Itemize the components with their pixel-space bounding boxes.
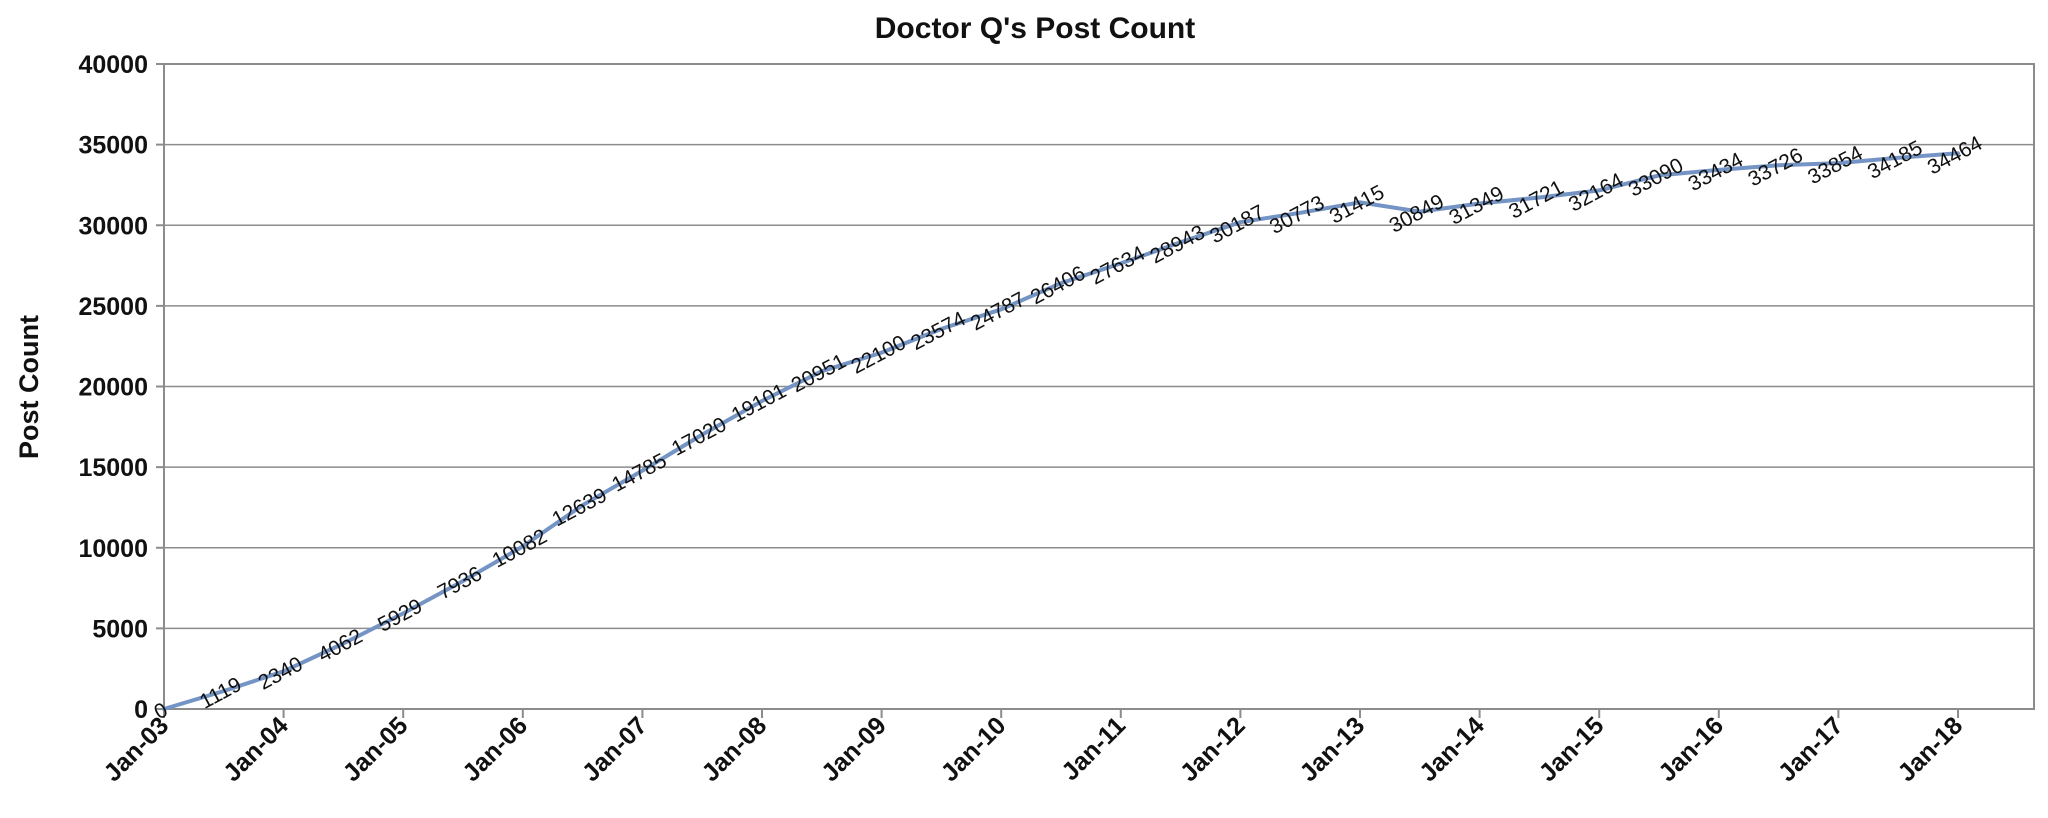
y-tick-label: 10000 xyxy=(78,535,148,563)
x-tick-label: Jan-05 xyxy=(338,711,414,787)
series-layer xyxy=(162,151,1960,711)
series-line xyxy=(162,151,1960,711)
x-tick-label: Jan-14 xyxy=(1414,711,1490,787)
x-tick-label: Jan-04 xyxy=(218,711,294,787)
x-tick-label: Jan-09 xyxy=(816,711,892,787)
chart-title: Doctor Q's Post Count xyxy=(875,12,1195,45)
y-tick-label: 0 xyxy=(134,696,148,724)
x-tick-label: Jan-08 xyxy=(696,711,772,787)
x-tick-label: Jan-12 xyxy=(1175,711,1251,787)
x-tick-label: Jan-11 xyxy=(1056,711,1131,786)
x-tick-label: Jan-18 xyxy=(1892,711,1968,787)
x-tick-label: Jan-15 xyxy=(1534,711,1610,787)
y-tick-label: 40000 xyxy=(78,51,148,79)
x-tick-label: Jan-06 xyxy=(457,711,533,787)
y-axis: 0 5000 10000 15000 20000 25000 30000 35000 40000 xyxy=(78,51,165,724)
y-tick-label: 25000 xyxy=(78,293,148,321)
x-tick-label: Jan-07 xyxy=(577,711,653,787)
gridlines xyxy=(164,143,2034,630)
y-tick-label: 35000 xyxy=(78,132,148,160)
y-tick-label: 15000 xyxy=(78,454,148,482)
y-tick-label: 5000 xyxy=(92,615,148,643)
x-tick-label: Jan-13 xyxy=(1294,711,1370,787)
y-tick-label: 30000 xyxy=(78,212,148,240)
x-axis: Jan-03 Jan-04 Jan-05 Jan-06 Jan-07 Jan-08 Jan-… xyxy=(98,708,2034,787)
x-tick-label: Jan-10 xyxy=(936,711,1012,787)
y-tick-label: 20000 xyxy=(78,374,148,402)
x-tick-label: Jan-16 xyxy=(1653,711,1729,787)
y-axis-title: Post Count xyxy=(14,315,44,459)
x-tick-label: Jan-17 xyxy=(1773,711,1849,787)
